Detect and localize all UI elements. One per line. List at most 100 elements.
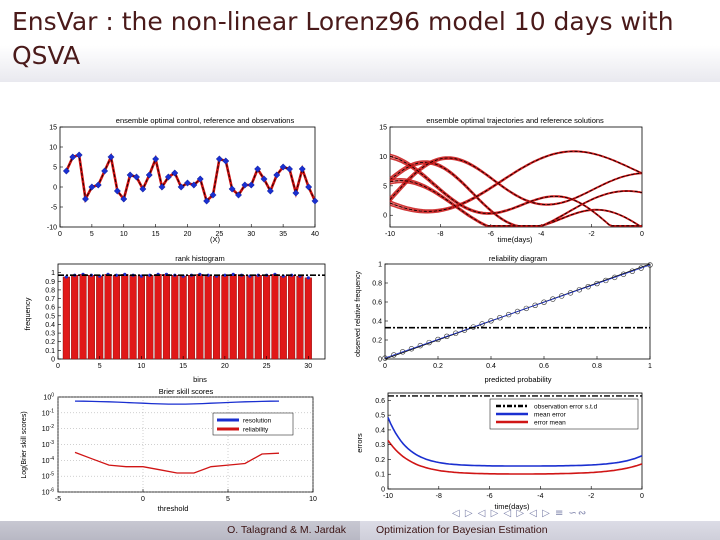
trajectories-chart-panel: ensemble optimal trajectories and refere… xyxy=(360,112,660,252)
rank-histogram-xtick-label: 5 xyxy=(98,363,102,370)
reliability-point xyxy=(514,308,521,315)
rank-histogram-panel: rank histogram bins frequency 0 5 10 15 20 25… xyxy=(20,252,330,387)
brier-ytick-label: 10-6 xyxy=(42,488,54,497)
observation-marker xyxy=(222,157,230,165)
errors-chart-xtick-label: 0 xyxy=(640,493,644,500)
reliability-point xyxy=(444,333,450,340)
reliability-point xyxy=(585,283,591,290)
rank-histogram-xtick-label: 10 xyxy=(138,363,146,370)
rank-bar xyxy=(171,275,179,360)
rank-bar xyxy=(96,275,104,360)
rank-bar-marker xyxy=(206,273,210,277)
errors-chart-ylabel: errors xyxy=(355,433,364,453)
errors-chart-xtick-label: -6 xyxy=(486,493,492,500)
rank-histogram-ytick-label: 0.7 xyxy=(45,296,55,303)
rank-bar xyxy=(204,275,212,360)
observation-marker xyxy=(286,165,293,173)
control-chart-xtick-label: 40 xyxy=(311,231,319,238)
rank-histogram-ytick-label: 0.9 xyxy=(45,279,55,286)
observation-marker xyxy=(247,181,255,189)
rank-bar xyxy=(254,275,262,360)
brier-ytick-label: 10-2 xyxy=(42,424,54,433)
control-chart-xtick-label: 30 xyxy=(247,231,255,238)
control-chart-ytick-label: 0 xyxy=(53,185,57,192)
rank-bar xyxy=(304,277,312,360)
control-ensemble-line xyxy=(65,152,317,204)
observation-marker xyxy=(209,191,217,199)
reliability-point xyxy=(417,342,424,349)
rank-histogram-ytick-label: 0.4 xyxy=(45,322,55,329)
slide-navigation[interactable]: ◁ ▷ ◁ ▷ ◁ ▷ ◁ ▷ ≡ ∽∾ xyxy=(452,508,588,519)
observation-marker xyxy=(260,175,268,183)
control-chart-ytick-label: 15 xyxy=(49,125,57,132)
rank-histogram: rank histogram bins frequency 0 5 10 15 20 25… xyxy=(23,254,326,384)
errors-chart-panel: time(days) errors observation error s.t.… xyxy=(350,385,660,515)
rank-bar xyxy=(221,275,229,360)
rank-histogram-xtick-label: 20 xyxy=(221,363,229,370)
brier-ytick-label: 100 xyxy=(43,393,54,402)
observation-marker xyxy=(184,179,191,187)
observation-marker xyxy=(292,189,300,197)
reliability-point xyxy=(532,302,538,308)
error-mean-curve xyxy=(387,439,643,475)
observation-marker xyxy=(88,183,96,191)
trajectories-chart-xtick-label: -6 xyxy=(488,231,494,238)
trajectories-chart-ytick-label: 10 xyxy=(379,154,387,161)
observation-marker xyxy=(298,165,306,173)
rank-bar xyxy=(263,275,271,360)
reliability-point xyxy=(647,262,653,268)
trajectories-chart: ensemble optimal trajectories and refere… xyxy=(379,116,644,244)
reliability-point xyxy=(541,299,547,305)
trajectories-chart-xtick-label: 0 xyxy=(640,231,644,238)
reliability-diagram-title: reliability diagram xyxy=(489,254,547,263)
rank-histogram-ytick-label: 0.5 xyxy=(45,313,55,320)
control-chart-panel: ensemble optimal control, reference and … xyxy=(30,112,330,252)
brier-ytick-label: 10-1 xyxy=(42,408,54,417)
control-chart-title: ensemble optimal control, reference and … xyxy=(116,116,295,125)
errors-chart-xtick-label: -8 xyxy=(436,493,442,500)
errors-chart-ytick-label: 0.6 xyxy=(375,398,385,405)
rank-histogram-ytick-label: 0.8 xyxy=(45,287,55,294)
reliability-point xyxy=(611,274,618,281)
rank-bar xyxy=(196,274,204,360)
brier-ytick-label: 10-4 xyxy=(42,456,54,465)
reliability-diagram-xtick-label: 0.4 xyxy=(486,363,496,370)
control-chart: ensemble optimal control, reference and … xyxy=(47,116,319,244)
reliability-point xyxy=(452,330,459,336)
rank-bar xyxy=(296,275,304,360)
observation-marker xyxy=(215,155,223,163)
reliability-point xyxy=(567,290,574,296)
control-chart-xtick-label: 20 xyxy=(184,231,192,238)
reliability-point xyxy=(638,265,644,271)
rank-bar xyxy=(71,275,79,360)
rank-bar xyxy=(62,276,70,360)
brier-chart-title: Brier skill scores xyxy=(159,387,214,396)
rank-bar xyxy=(179,275,187,360)
errors-chart: time(days) errors observation error s.t.… xyxy=(355,392,644,511)
observation-marker xyxy=(75,151,83,159)
reliability-diagram-ytick-label: 0 xyxy=(378,357,382,364)
observation-marker xyxy=(126,171,134,179)
rank-bar-marker xyxy=(148,273,152,277)
observation-marker xyxy=(82,195,89,203)
reliability-point xyxy=(426,339,432,346)
observation-marker xyxy=(62,167,70,175)
brier-ytick-label: 10-5 xyxy=(42,472,54,481)
reliability-point xyxy=(382,355,388,361)
control-chart-xtick-label: 35 xyxy=(279,231,287,238)
reliability-diagram-xtick-label: 0 xyxy=(383,363,387,370)
control-chart-xtick-label: 25 xyxy=(215,231,223,238)
rank-bar xyxy=(187,275,196,360)
rank-histogram-xtick-label: 30 xyxy=(304,363,312,370)
rank-bar xyxy=(238,275,246,360)
rank-histogram-ylabel: frequency xyxy=(23,297,32,330)
reliability-point xyxy=(391,352,397,358)
brier-chart-ylabel: Log(Brier skill scores) xyxy=(21,411,28,478)
observation-marker xyxy=(133,173,140,181)
rank-histogram-xtick-label: 15 xyxy=(179,363,187,370)
observation-marker xyxy=(241,181,249,189)
errors-legend-label: observation error s.t.d xyxy=(534,404,598,411)
brier-chart-xtick-label: 5 xyxy=(226,496,230,503)
rank-bar-marker xyxy=(114,273,119,277)
observation-marker xyxy=(101,167,109,175)
